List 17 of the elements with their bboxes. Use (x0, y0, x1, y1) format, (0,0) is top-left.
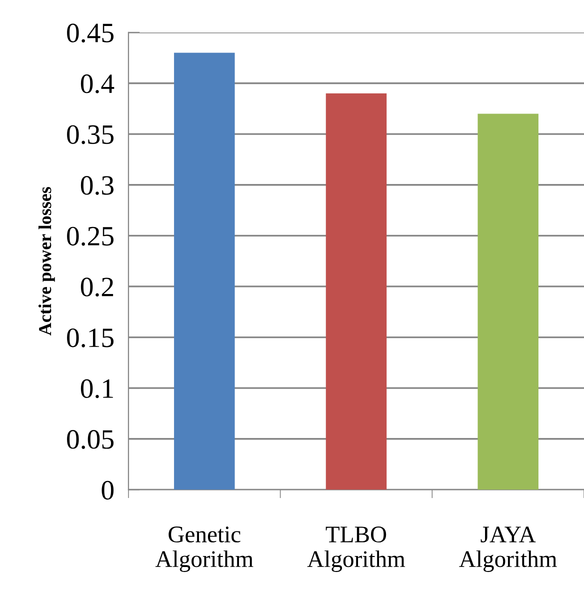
x-tick-label: Genetic Algorithm (155, 526, 254, 572)
bar (174, 52, 235, 490)
y-tick-label: 0.35 (67, 125, 114, 144)
bar (326, 93, 387, 490)
x-tick-label: TLBO Algorithm (307, 526, 406, 572)
y-tick-label: 0 (102, 480, 114, 500)
y-tick-label: 0.15 (67, 328, 114, 348)
y-tick-label: 0.45 (67, 24, 114, 42)
x-tick-label: JAYA Algorithm (459, 526, 557, 572)
y-axis-title: Active power losses (38, 186, 55, 336)
y-tick-label: 0.3 (80, 176, 114, 195)
y-tick-label: 0.05 (67, 430, 114, 449)
y-tick-label: 0.2 (80, 278, 114, 297)
y-tick-label: 0.1 (80, 379, 113, 398)
y-tick-label: 0.25 (67, 226, 114, 246)
y-tick-label: 0.4 (80, 74, 114, 94)
bar (478, 114, 538, 490)
